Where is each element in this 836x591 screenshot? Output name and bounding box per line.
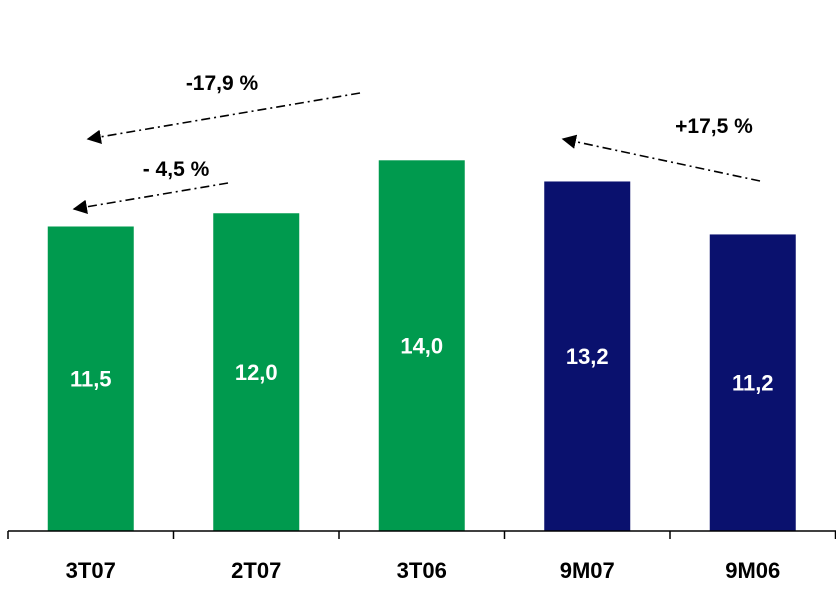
change-label: - 4,5 % <box>143 158 210 181</box>
value-label-3t07: 11,5 <box>70 367 112 392</box>
x-tick-label-3t06: 3T06 <box>397 558 447 583</box>
x-tick-label-9m06: 9M06 <box>725 558 780 583</box>
bar-3t07 <box>47 226 134 531</box>
change-arrow <box>86 92 361 144</box>
change-arrow <box>561 134 761 182</box>
bars-layer: 11,5 12,0 14,0 13,2 11,2 <box>47 160 796 531</box>
x-axis: 3T07 2T07 3T06 9M07 9M06 <box>7 530 836 583</box>
annotations-layer: -17,9 % - 4,5 % +17,5 % <box>72 72 761 214</box>
value-label-2t07: 12,0 <box>235 360 278 385</box>
change-label: -17,9 % <box>186 72 259 95</box>
value-label-9m07: 13,2 <box>566 344 609 369</box>
change-arrow <box>72 182 229 214</box>
value-label-9m06: 11,2 <box>732 371 774 396</box>
x-tick-label-3t07: 3T07 <box>66 558 116 583</box>
value-label-3t06: 14,0 <box>400 334 443 359</box>
x-tick-label-2t07: 2T07 <box>231 558 281 583</box>
bar-9m06 <box>709 234 796 531</box>
bar-9m07 <box>544 181 631 531</box>
x-tick-label-9m07: 9M07 <box>560 558 615 583</box>
bar-3t06 <box>378 160 465 531</box>
bar-2t07 <box>213 213 300 531</box>
change-label: +17,5 % <box>675 115 753 138</box>
